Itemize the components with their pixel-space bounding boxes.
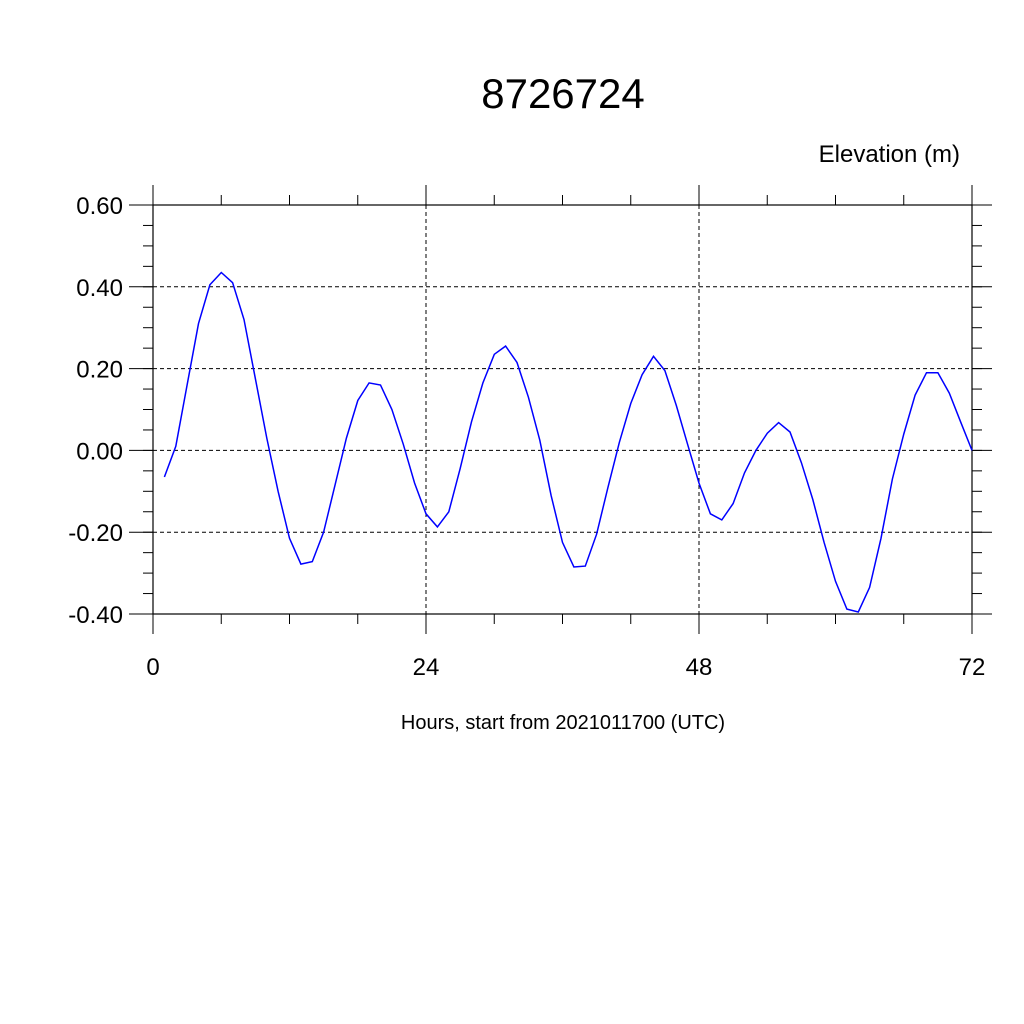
x-axis-label: Hours, start from 2021011700 (UTC) <box>401 712 725 734</box>
y-tick-label: 0.40 <box>76 275 123 302</box>
y-tick-labels: -0.40 -0.20 0.00 0.20 0.40 0.60 <box>68 193 123 629</box>
x-tick-label: 0 <box>146 654 159 681</box>
x-tick-label: 48 <box>686 654 713 681</box>
units-label: Elevation (m) <box>819 141 960 168</box>
grid-lines <box>152 204 973 615</box>
axis-ticks <box>129 185 992 634</box>
series-line <box>163 271 973 613</box>
x-tick-labels: 0 24 48 72 <box>146 654 985 681</box>
x-tick-label: 72 <box>959 654 986 681</box>
x-tick-label: 24 <box>413 654 440 681</box>
y-tick-label: -0.40 <box>68 602 123 629</box>
chart-title: 8726724 <box>481 70 645 117</box>
y-tick-label: 0.20 <box>76 357 123 384</box>
y-tick-label: 0.00 <box>76 438 123 465</box>
plot-frame <box>152 204 973 615</box>
y-tick-label: 0.60 <box>76 193 123 220</box>
y-tick-label: -0.20 <box>68 520 123 547</box>
